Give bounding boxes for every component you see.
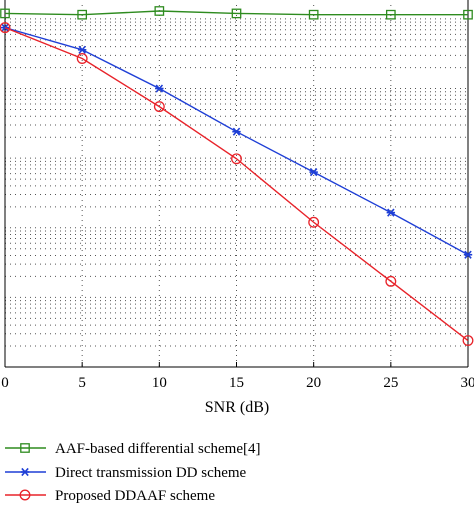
marker-square [385,9,396,20]
x-tick-label: 15 [229,375,244,391]
x-ticks: 0 5 10 15 20 25 30 [1,362,474,391]
marker-circle [153,101,165,113]
marker-square [154,6,165,16]
series-line [4,26,469,342]
x-tick-label: 10 [152,375,167,391]
marker-square [308,9,319,20]
marker-square [0,8,10,19]
legend-item-2: Direct transmission DD scheme [5,465,247,481]
series-group [0,6,474,346]
legend-item-3: Proposed DDAAF scheme [5,488,215,504]
marker-circle [76,53,88,64]
marker-square [20,443,30,453]
x-axis-label: SNR (dB) [205,399,269,416]
marker-circle [231,153,242,165]
x-tick-label: 5 [78,375,86,391]
marker-star [155,84,164,93]
x-tick-label: 20 [306,375,321,391]
legend-label: Proposed DDAAF scheme [55,488,215,504]
marker-star [232,127,241,136]
legend-item-1: AAF-based differential scheme[4] [5,441,260,457]
x-tick-label: 25 [383,375,398,391]
series-3 [0,22,474,346]
marker-star [77,45,87,54]
x-tick-label: 0 [1,375,9,391]
legend-label: Direct transmission DD scheme [55,465,247,481]
grid [4,5,469,368]
marker-star [386,208,396,217]
marker-circle [19,489,31,501]
marker-square [77,9,88,20]
legend: AAF-based differential scheme[4] Direct t… [5,441,260,504]
marker-star [463,250,473,259]
marker-circle [308,216,320,228]
marker-star [309,168,318,177]
series-line [4,10,468,16]
marker-star [20,467,30,477]
marker-circle [462,335,474,346]
marker-square [231,8,242,19]
marker-square [463,9,473,20]
marker-circle [0,22,11,34]
series-2 [0,23,473,259]
legend-label: AAF-based differential scheme[4] [55,441,260,457]
series-1 [0,6,473,20]
marker-circle [385,275,397,287]
x-tick-label: 30 [461,375,474,391]
